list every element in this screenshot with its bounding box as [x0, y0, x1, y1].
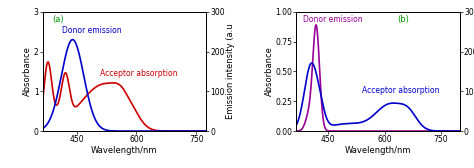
X-axis label: Wavelength/nm: Wavelength/nm: [345, 146, 411, 155]
Y-axis label: Absorbance: Absorbance: [264, 47, 273, 96]
Text: (b): (b): [398, 15, 410, 24]
Text: Acceptor absorption: Acceptor absorption: [100, 69, 177, 78]
Y-axis label: Emission intensity (a.u: Emission intensity (a.u: [227, 24, 236, 119]
Text: (a): (a): [53, 15, 64, 24]
Text: Donor emission: Donor emission: [62, 26, 122, 35]
Text: Acceptor absorption: Acceptor absorption: [362, 86, 439, 95]
Text: Donor emission: Donor emission: [303, 15, 362, 24]
Y-axis label: Absorbance: Absorbance: [23, 47, 32, 96]
X-axis label: Wavelength/nm: Wavelength/nm: [91, 146, 158, 155]
